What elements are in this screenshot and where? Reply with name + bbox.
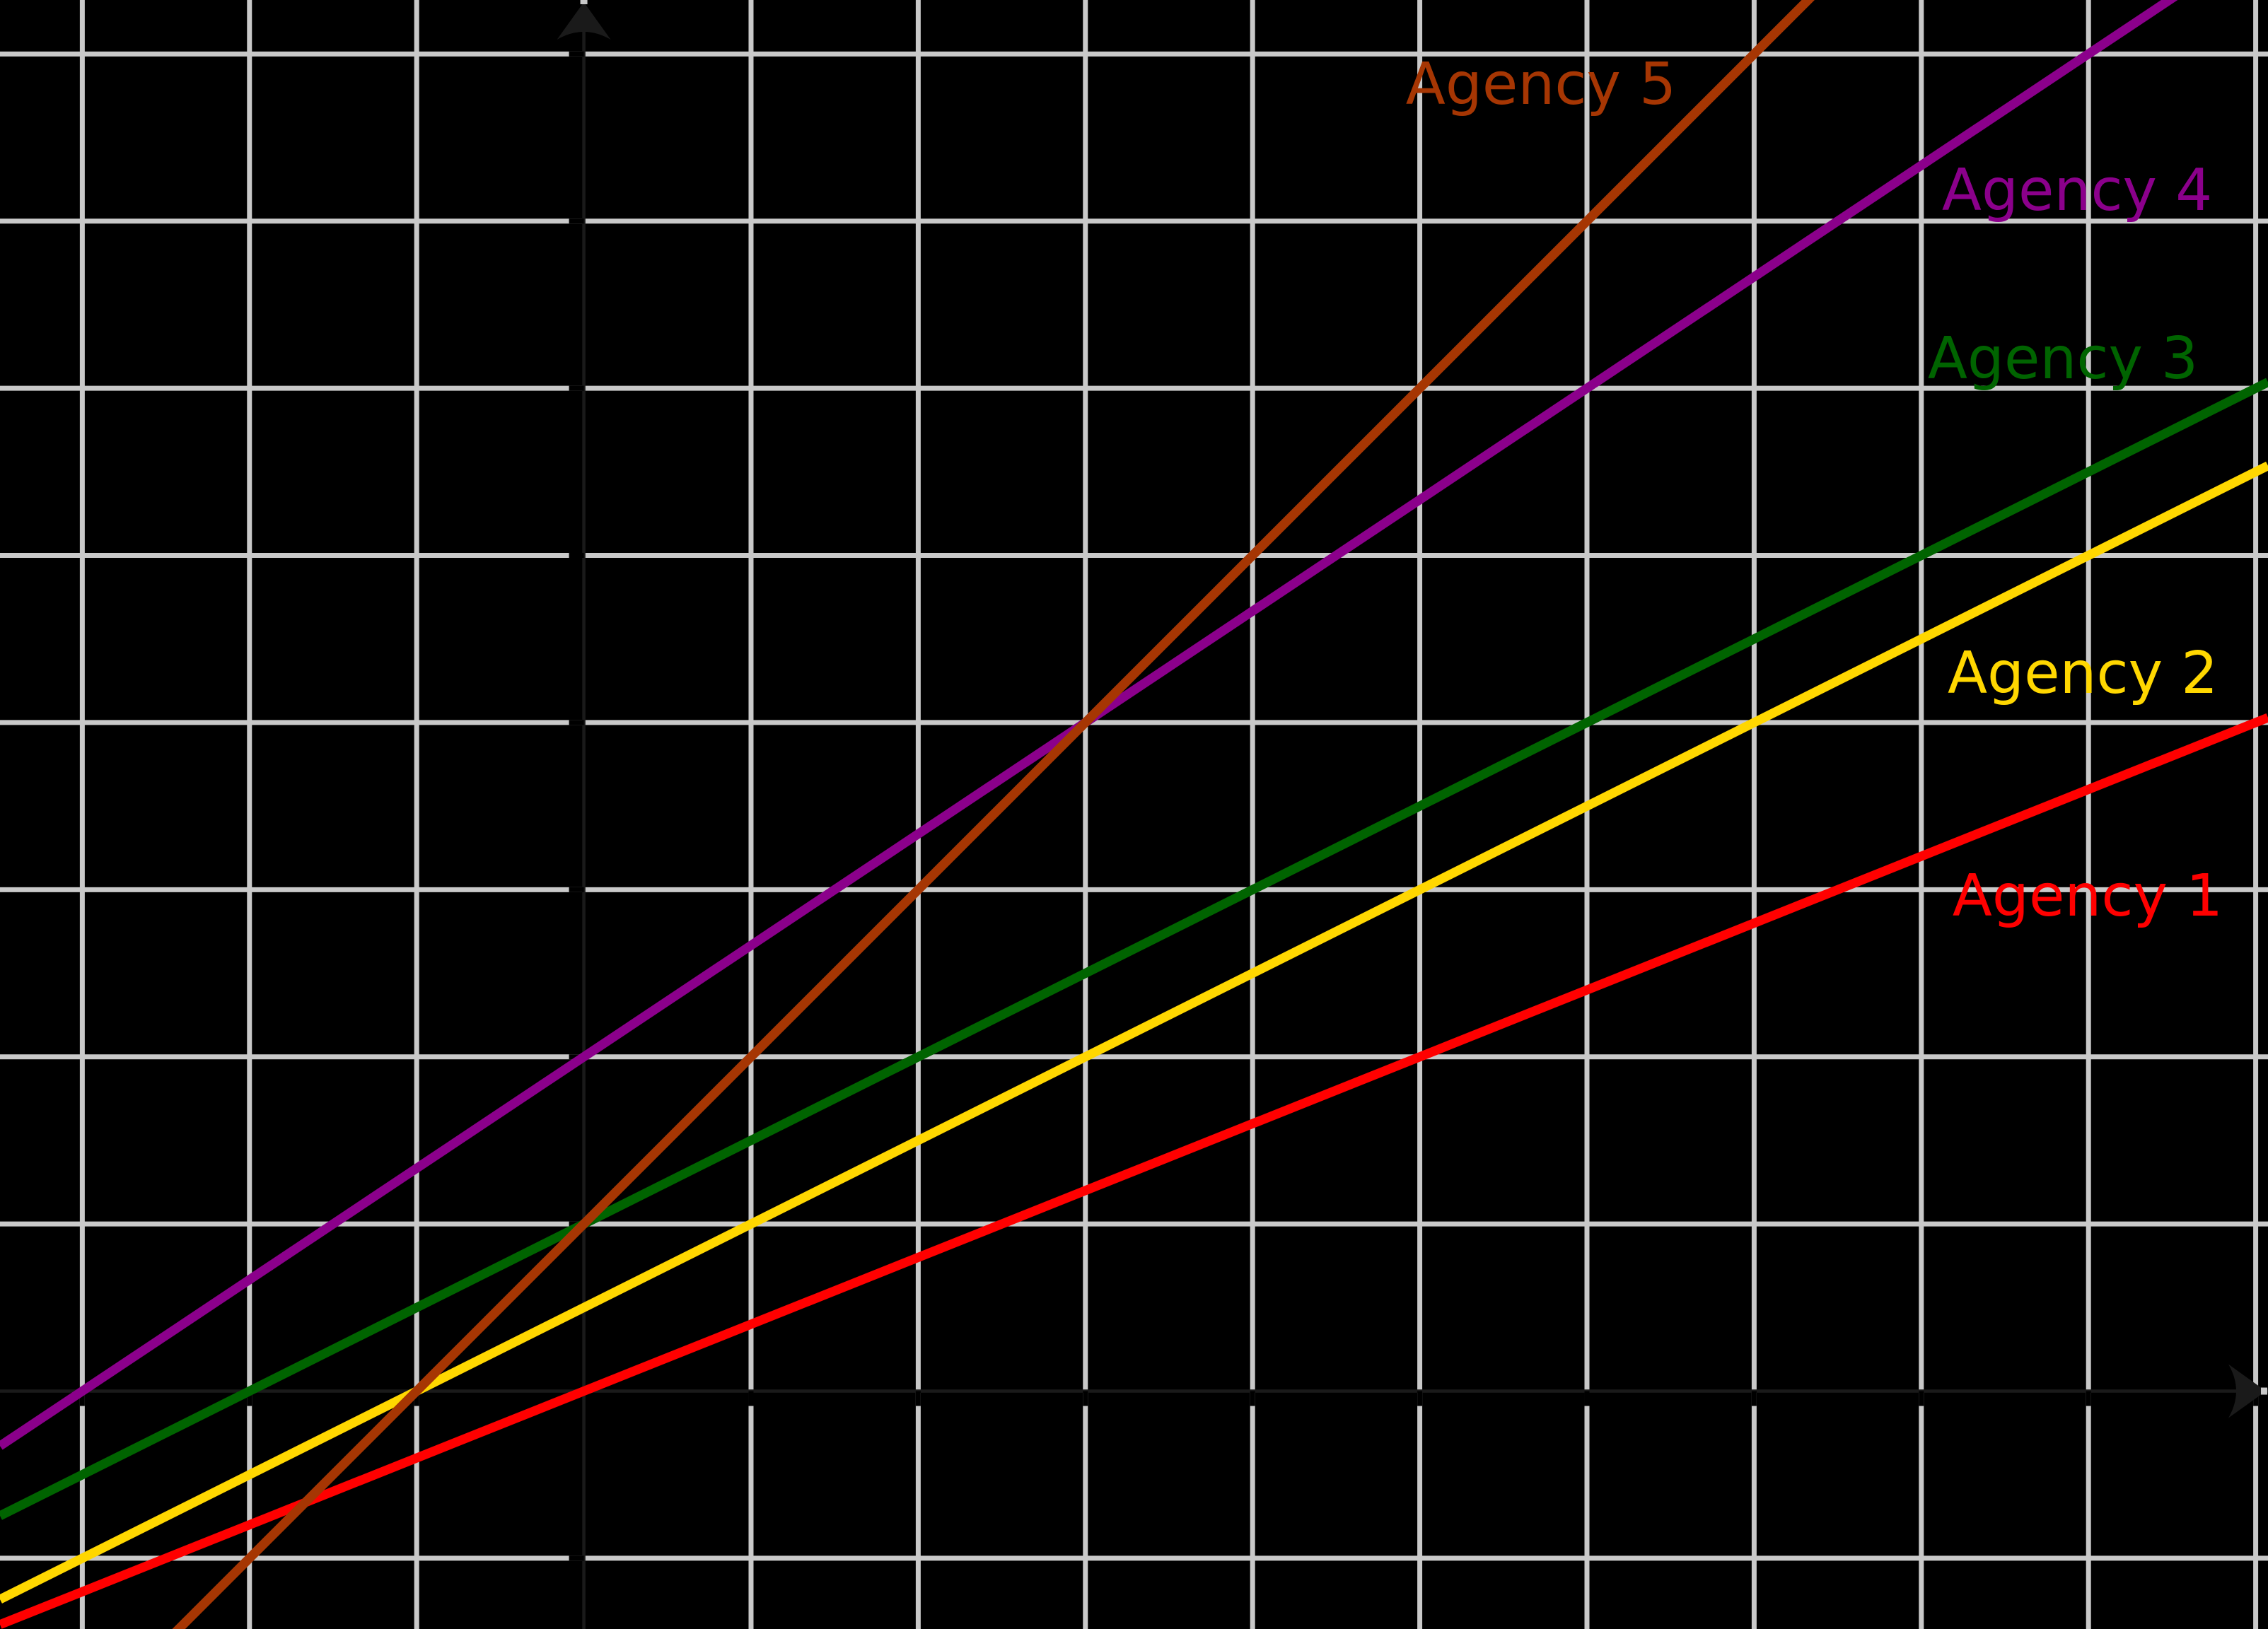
line-label-agency-3: Agency 3 [1928, 325, 2198, 392]
line-labels: Agency 1 Agency 2 Agency 3 Agency 4 Agen… [1406, 51, 2223, 930]
y-axis-arrowhead-icon [557, 2, 611, 40]
y-axis-arrow-tip [580, 0, 588, 4]
line-label-agency-5: Agency 5 [1406, 51, 1676, 118]
line-label-agency-4: Agency 4 [1942, 157, 2212, 224]
agency-line-2 [0, 461, 2268, 1604]
line-label-agency-1: Agency 1 [1953, 863, 2223, 930]
agency-line-1 [0, 713, 2268, 1629]
agency-line-4 [0, 0, 2178, 1450]
x-axis-arrowhead-icon [2228, 1364, 2266, 1418]
x-axis-arrow-tip [2261, 1387, 2267, 1395]
agency-line-3 [0, 378, 2268, 1520]
line-label-agency-2: Agency 2 [1948, 640, 2218, 707]
